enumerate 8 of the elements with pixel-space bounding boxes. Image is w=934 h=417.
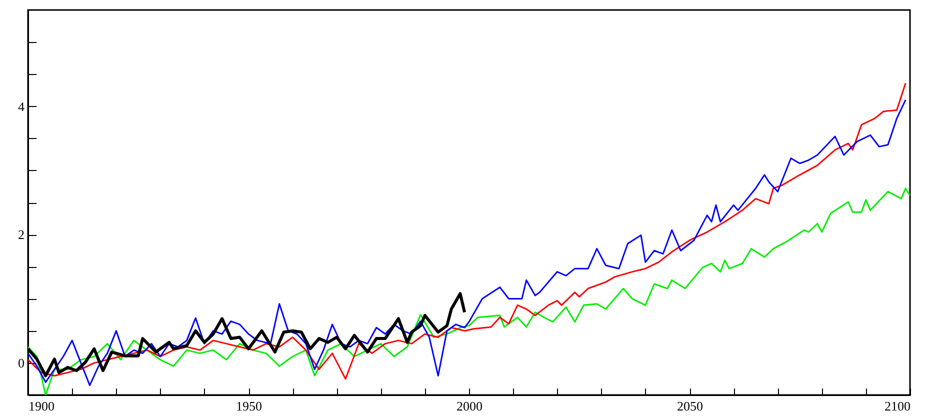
x-tick-label: 2000 xyxy=(456,398,482,414)
y-tick-label: 2 xyxy=(18,227,24,242)
x-tick-label: 1950 xyxy=(236,398,262,414)
x-tick-label: 1900 xyxy=(28,398,54,414)
y-tick-label: 0 xyxy=(18,355,24,370)
x-tick-label: 2050 xyxy=(677,398,703,414)
y-tick-label: 4 xyxy=(18,98,25,114)
x-tick-label: 2100 xyxy=(884,398,910,414)
